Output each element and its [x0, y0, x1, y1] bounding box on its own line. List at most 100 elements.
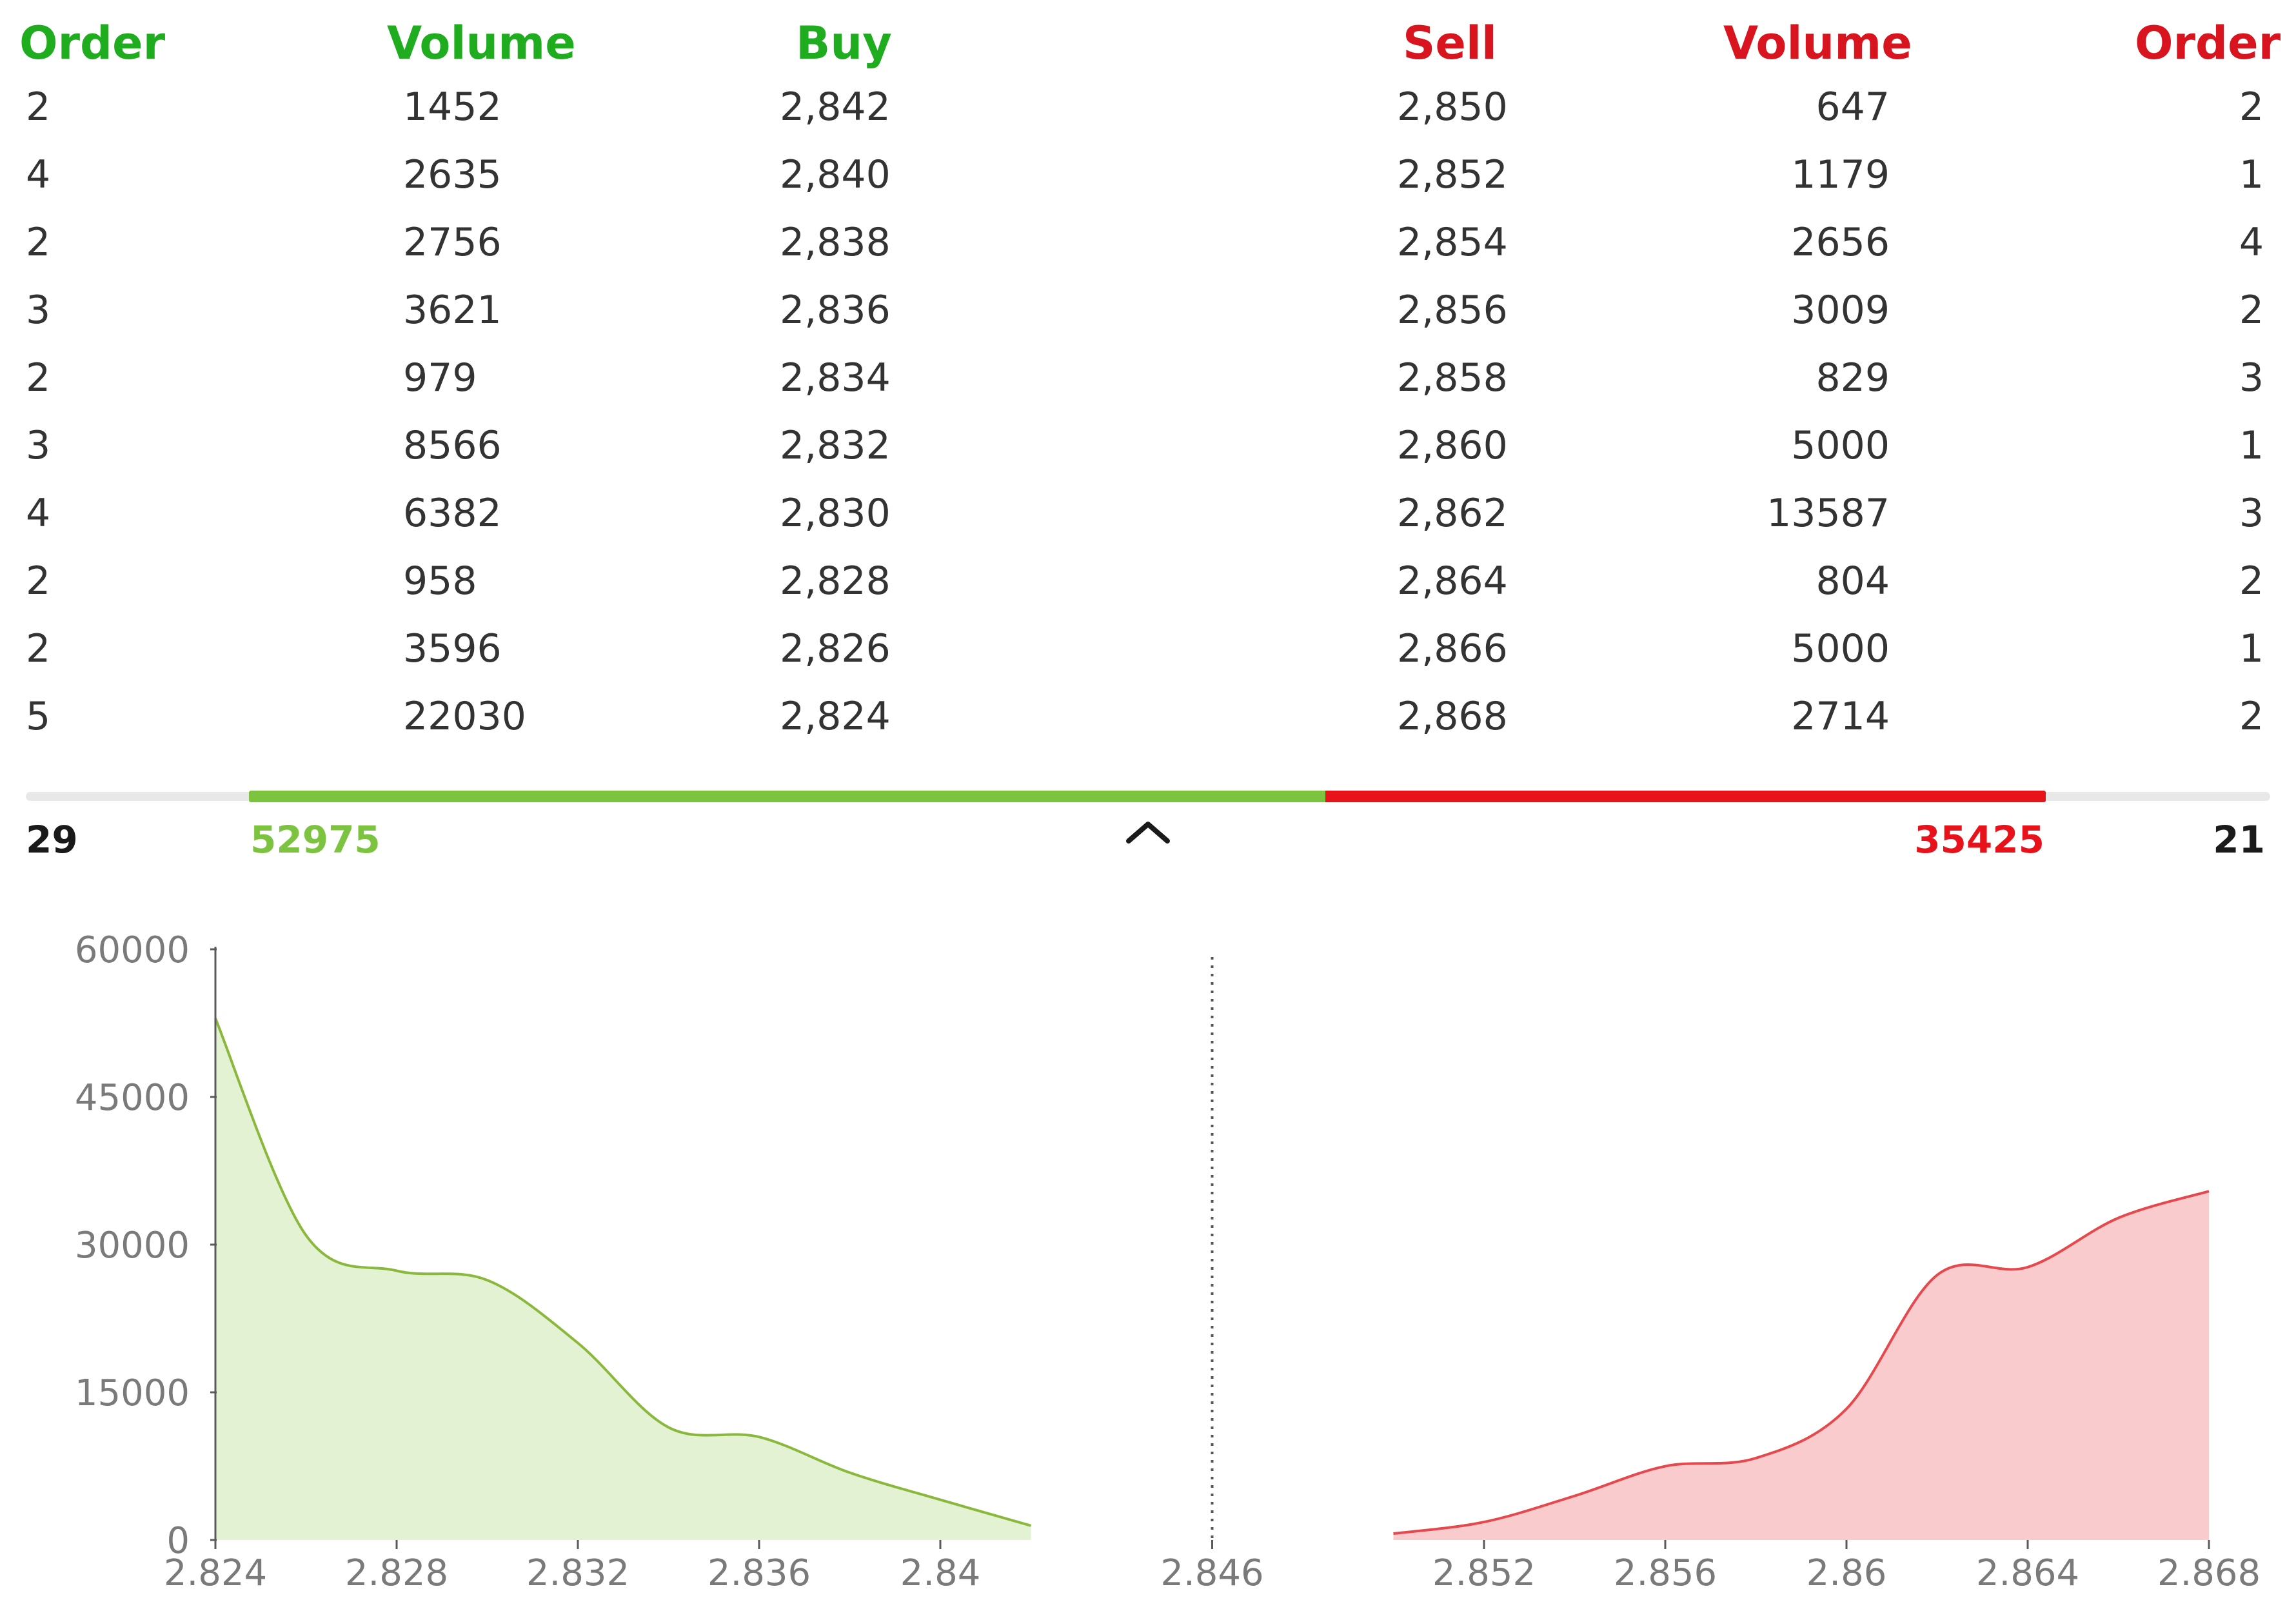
buy-order-count: 2 [26, 355, 51, 400]
buy-depth-area [215, 1018, 1031, 1540]
x-tick-label: 2.824 [164, 1552, 267, 1594]
x-tick-label: 2.832 [526, 1552, 629, 1594]
sell-price: 2,864 [1397, 558, 1508, 604]
x-tick-label: 2.828 [345, 1552, 448, 1594]
y-tick-label: 60000 [75, 929, 190, 971]
buy-ratio-bar [249, 791, 1325, 802]
sell-price: 2,850 [1397, 84, 1508, 130]
buy-price: 2,840 [780, 152, 891, 197]
sell-order-count: 2 [2239, 694, 2264, 739]
buy-order-count: 2 [26, 220, 51, 265]
buy-volume: 979 [403, 355, 477, 400]
y-tick-label: 15000 [75, 1372, 190, 1414]
buy-order-count: 2 [26, 626, 51, 671]
sell-order-count: 3 [2239, 491, 2264, 536]
x-tick-label: 2.84 [900, 1552, 981, 1594]
x-tick-label: 2.868 [2157, 1552, 2261, 1594]
sell-order-count: 2 [2239, 288, 2264, 333]
buy-order-count: 5 [26, 694, 51, 739]
x-tick-label: 2.864 [1976, 1552, 2079, 1594]
buy-price: 2,834 [780, 355, 891, 400]
buy-price: 2,836 [780, 288, 891, 333]
order-book-row[interactable]: 3 8566 2,832 2,860 5000 1 [0, 420, 2296, 488]
sell-volume: 647 [1816, 84, 1890, 130]
buy-volume: 22030 [403, 694, 526, 739]
sell-ratio-bar [1325, 791, 2046, 802]
buy-price: 2,824 [780, 694, 891, 739]
buy-price: 2,838 [780, 220, 891, 265]
sell-order-header: Order [2135, 17, 2281, 70]
buy-volume: 2756 [403, 220, 502, 265]
sell-price: 2,860 [1397, 423, 1508, 468]
buy-volume: 6382 [403, 491, 502, 536]
buy-price: 2,842 [780, 84, 891, 130]
buy-order-count: 2 [26, 84, 51, 130]
buy-order-count: 3 [26, 423, 51, 468]
sell-order-count: 1 [2239, 423, 2264, 468]
sell-order-count: 4 [2239, 220, 2264, 265]
buy-order-count: 4 [26, 152, 51, 197]
buy-volume: 8566 [403, 423, 502, 468]
sell-volume: 2714 [1791, 694, 1890, 739]
y-tick-label: 0 [166, 1520, 190, 1562]
y-tick-label: 45000 [75, 1077, 190, 1119]
sell-price: 2,854 [1397, 220, 1508, 265]
buy-total-volume: 52975 [250, 818, 381, 862]
order-book-row[interactable]: 5 22030 2,824 2,868 2714 2 [0, 691, 2296, 758]
buy-price: 2,830 [780, 491, 891, 536]
buy-depth-line [214, 1018, 1032, 1527]
buy-volume: 1452 [403, 84, 502, 130]
order-book-row[interactable]: 2 958 2,828 2,864 804 2 [0, 555, 2296, 623]
order-book-row[interactable]: 3 3621 2,836 2,856 3009 2 [0, 284, 2296, 352]
buy-volume: 2635 [403, 152, 502, 197]
sell-order-count: 1 [2239, 152, 2264, 197]
y-tick-label: 30000 [75, 1225, 190, 1267]
depth-chart: 0 15000 30000 45000 60000 2.824 2.828 2.832 2.83… [75, 929, 2261, 1594]
sell-price-header: Sell [1403, 17, 1497, 70]
sell-depth-line [1393, 1190, 2210, 1535]
order-book-row[interactable]: 2 979 2,834 2,858 829 3 [0, 352, 2296, 420]
buy-total-orders: 29 [26, 818, 78, 862]
sell-price: 2,858 [1397, 355, 1508, 400]
sell-volume-header: Volume [1723, 17, 1912, 70]
buy-order-count: 4 [26, 491, 51, 536]
x-tick-label: 2.836 [708, 1552, 811, 1594]
sell-volume: 5000 [1791, 423, 1890, 468]
sell-price: 2,862 [1397, 491, 1508, 536]
buy-volume-header: Volume [387, 17, 576, 70]
buy-volume: 3621 [403, 288, 502, 333]
x-tick-label: 2.852 [1432, 1552, 1536, 1594]
sell-volume: 2656 [1791, 220, 1890, 265]
sell-total-volume: 35425 [1914, 818, 2044, 862]
buy-price: 2,826 [780, 626, 891, 671]
order-book-row[interactable]: 4 2635 2,840 2,852 1179 1 [0, 149, 2296, 217]
x-tick-label: 2.86 [1806, 1552, 1887, 1594]
sell-volume: 13587 [1767, 491, 1890, 536]
sell-price: 2,866 [1397, 626, 1508, 671]
sell-price: 2,852 [1397, 152, 1508, 197]
sell-order-count: 3 [2239, 355, 2264, 400]
order-book-row[interactable]: 2 1452 2,842 2,850 647 2 [0, 81, 2296, 149]
sell-price: 2,868 [1397, 694, 1508, 739]
chevron-up-icon[interactable] [1122, 814, 1174, 859]
buy-price: 2,832 [780, 423, 891, 468]
buy-order-header: Order [19, 17, 166, 70]
x-tick-label: 2.846 [1160, 1552, 1263, 1594]
sell-order-count: 2 [2239, 558, 2264, 604]
order-book-row[interactable]: 4 6382 2,830 2,862 13587 3 [0, 488, 2296, 555]
sell-depth-area [1393, 1191, 2209, 1540]
sell-price: 2,856 [1397, 288, 1508, 333]
sell-volume: 5000 [1791, 626, 1890, 671]
x-tick-label: 2.856 [1614, 1552, 1717, 1594]
buy-price: 2,828 [780, 558, 891, 604]
buy-volume: 3596 [403, 626, 502, 671]
order-book-row[interactable]: 2 2756 2,838 2,854 2656 4 [0, 217, 2296, 284]
sell-volume: 829 [1816, 355, 1890, 400]
sell-order-count: 2 [2239, 84, 2264, 130]
sell-order-count: 1 [2239, 626, 2264, 671]
sell-total-orders: 21 [2213, 818, 2265, 862]
order-book-row[interactable]: 2 3596 2,826 2,866 5000 1 [0, 623, 2296, 691]
buy-order-count: 3 [26, 288, 51, 333]
sell-volume: 3009 [1791, 288, 1890, 333]
sell-volume: 1179 [1791, 152, 1890, 197]
